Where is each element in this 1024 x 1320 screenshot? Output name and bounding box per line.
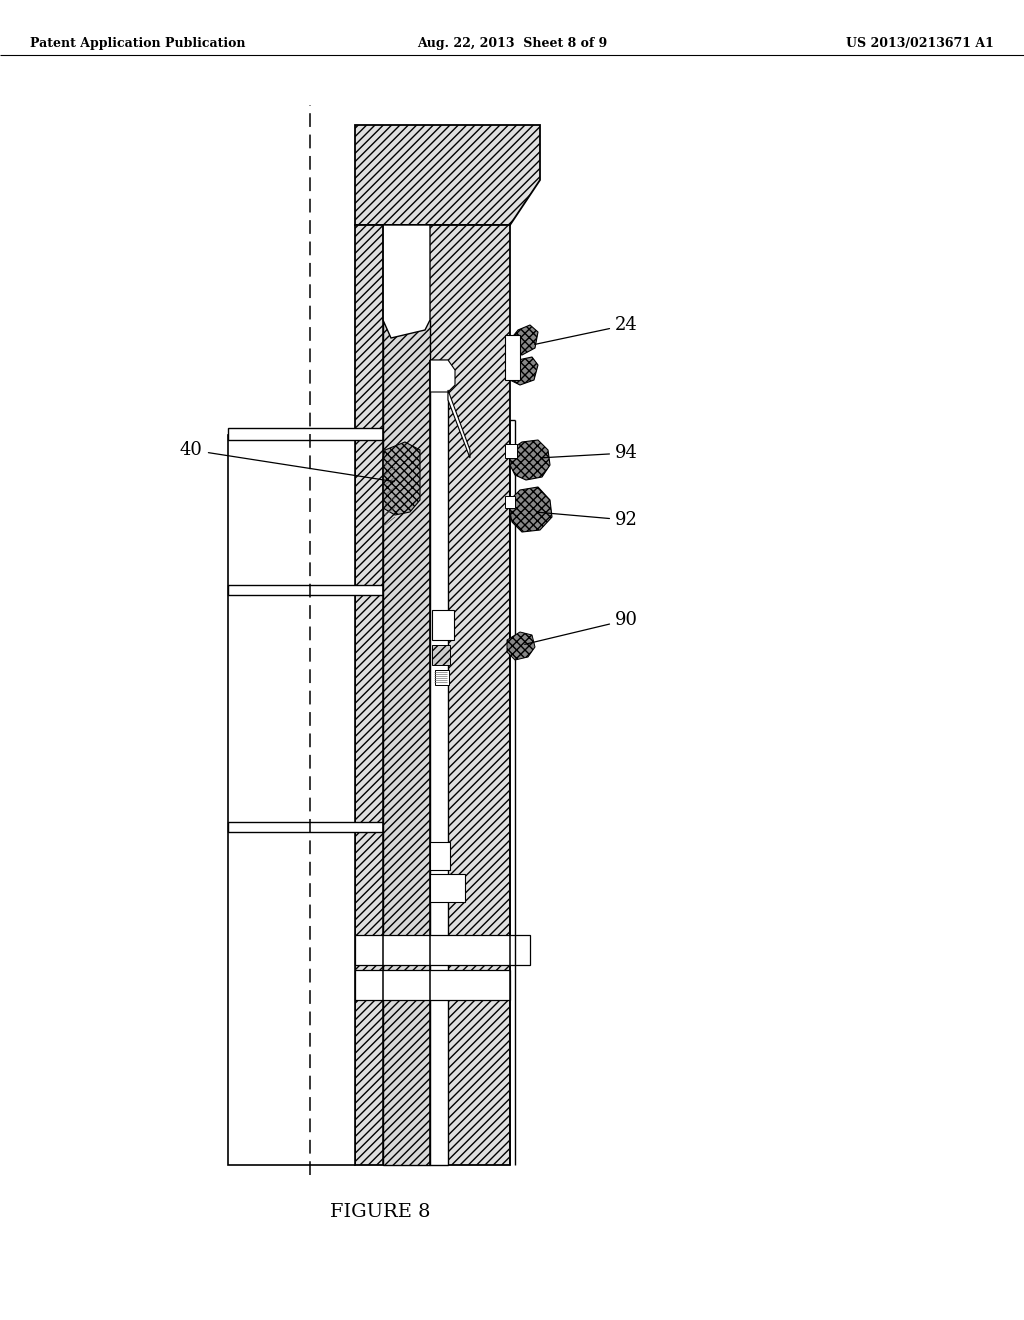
Bar [355,224,510,1166]
Bar [430,360,449,1166]
Polygon shape [383,224,430,338]
Bar [228,428,383,440]
Bar [228,822,383,832]
Polygon shape [355,125,540,224]
Polygon shape [510,325,538,355]
Text: FIGURE 8: FIGURE 8 [330,1203,430,1221]
Polygon shape [510,440,550,480]
Polygon shape [449,389,470,458]
Polygon shape [510,356,538,385]
Bar [505,496,515,508]
Text: 92: 92 [538,511,638,529]
Bar [228,436,355,1166]
Polygon shape [510,487,552,532]
Text: 94: 94 [541,444,638,462]
Bar [355,970,510,1001]
Bar [435,671,449,685]
Bar [505,335,520,380]
Text: US 2013/0213671 A1: US 2013/0213671 A1 [846,37,994,50]
Bar [383,319,430,1166]
Bar [432,645,450,665]
Text: 90: 90 [524,611,638,644]
Bar [228,585,383,595]
Text: 40: 40 [180,441,394,482]
Bar [383,224,430,1166]
Text: Patent Application Publication: Patent Application Publication [30,37,246,50]
Bar [430,874,465,902]
Bar [430,842,450,870]
Polygon shape [383,442,420,515]
Polygon shape [430,360,455,392]
Text: 24: 24 [535,315,638,345]
Polygon shape [507,632,535,660]
Bar [432,610,454,640]
Text: Aug. 22, 2013  Sheet 8 of 9: Aug. 22, 2013 Sheet 8 of 9 [417,37,607,50]
Bar [505,444,517,458]
Bar [355,935,530,965]
